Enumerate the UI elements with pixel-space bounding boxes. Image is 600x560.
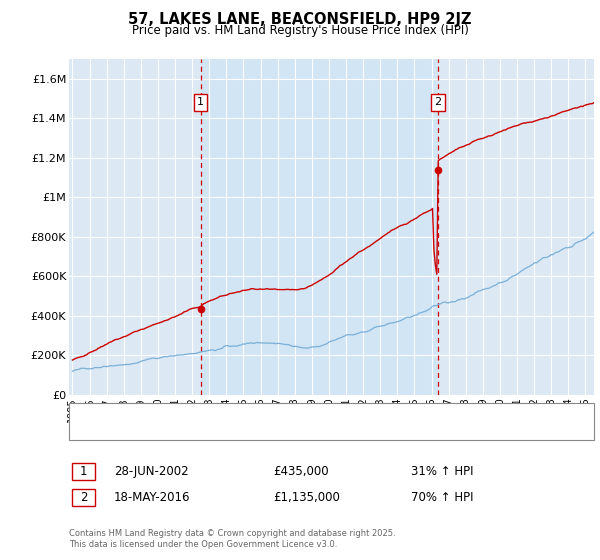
Text: Contains HM Land Registry data © Crown copyright and database right 2025.
This d: Contains HM Land Registry data © Crown c… <box>69 529 395 549</box>
Bar <box>200 59 438 395</box>
Text: Price paid vs. HM Land Registry's House Price Index (HPI): Price paid vs. HM Land Registry's House … <box>131 24 469 36</box>
Text: 2: 2 <box>434 97 442 108</box>
Text: 57, LAKES LANE, BEACONSFIELD, HP9 2JZ: 57, LAKES LANE, BEACONSFIELD, HP9 2JZ <box>128 12 472 27</box>
Text: 18-MAY-2016: 18-MAY-2016 <box>114 491 191 504</box>
Text: 1: 1 <box>197 97 204 108</box>
Text: £435,000: £435,000 <box>273 465 329 478</box>
Text: 31% ↑ HPI: 31% ↑ HPI <box>411 465 473 478</box>
Text: 2: 2 <box>80 491 87 504</box>
Text: 1: 1 <box>80 465 87 478</box>
Text: 28-JUN-2002: 28-JUN-2002 <box>114 465 188 478</box>
Text: 70% ↑ HPI: 70% ↑ HPI <box>411 491 473 504</box>
Text: 57, LAKES LANE, BEACONSFIELD, HP9 2JZ (detached house): 57, LAKES LANE, BEACONSFIELD, HP9 2JZ (d… <box>113 408 425 418</box>
Text: HPI: Average price, detached house, Buckinghamshire: HPI: Average price, detached house, Buck… <box>113 424 397 435</box>
Text: £1,135,000: £1,135,000 <box>273 491 340 504</box>
